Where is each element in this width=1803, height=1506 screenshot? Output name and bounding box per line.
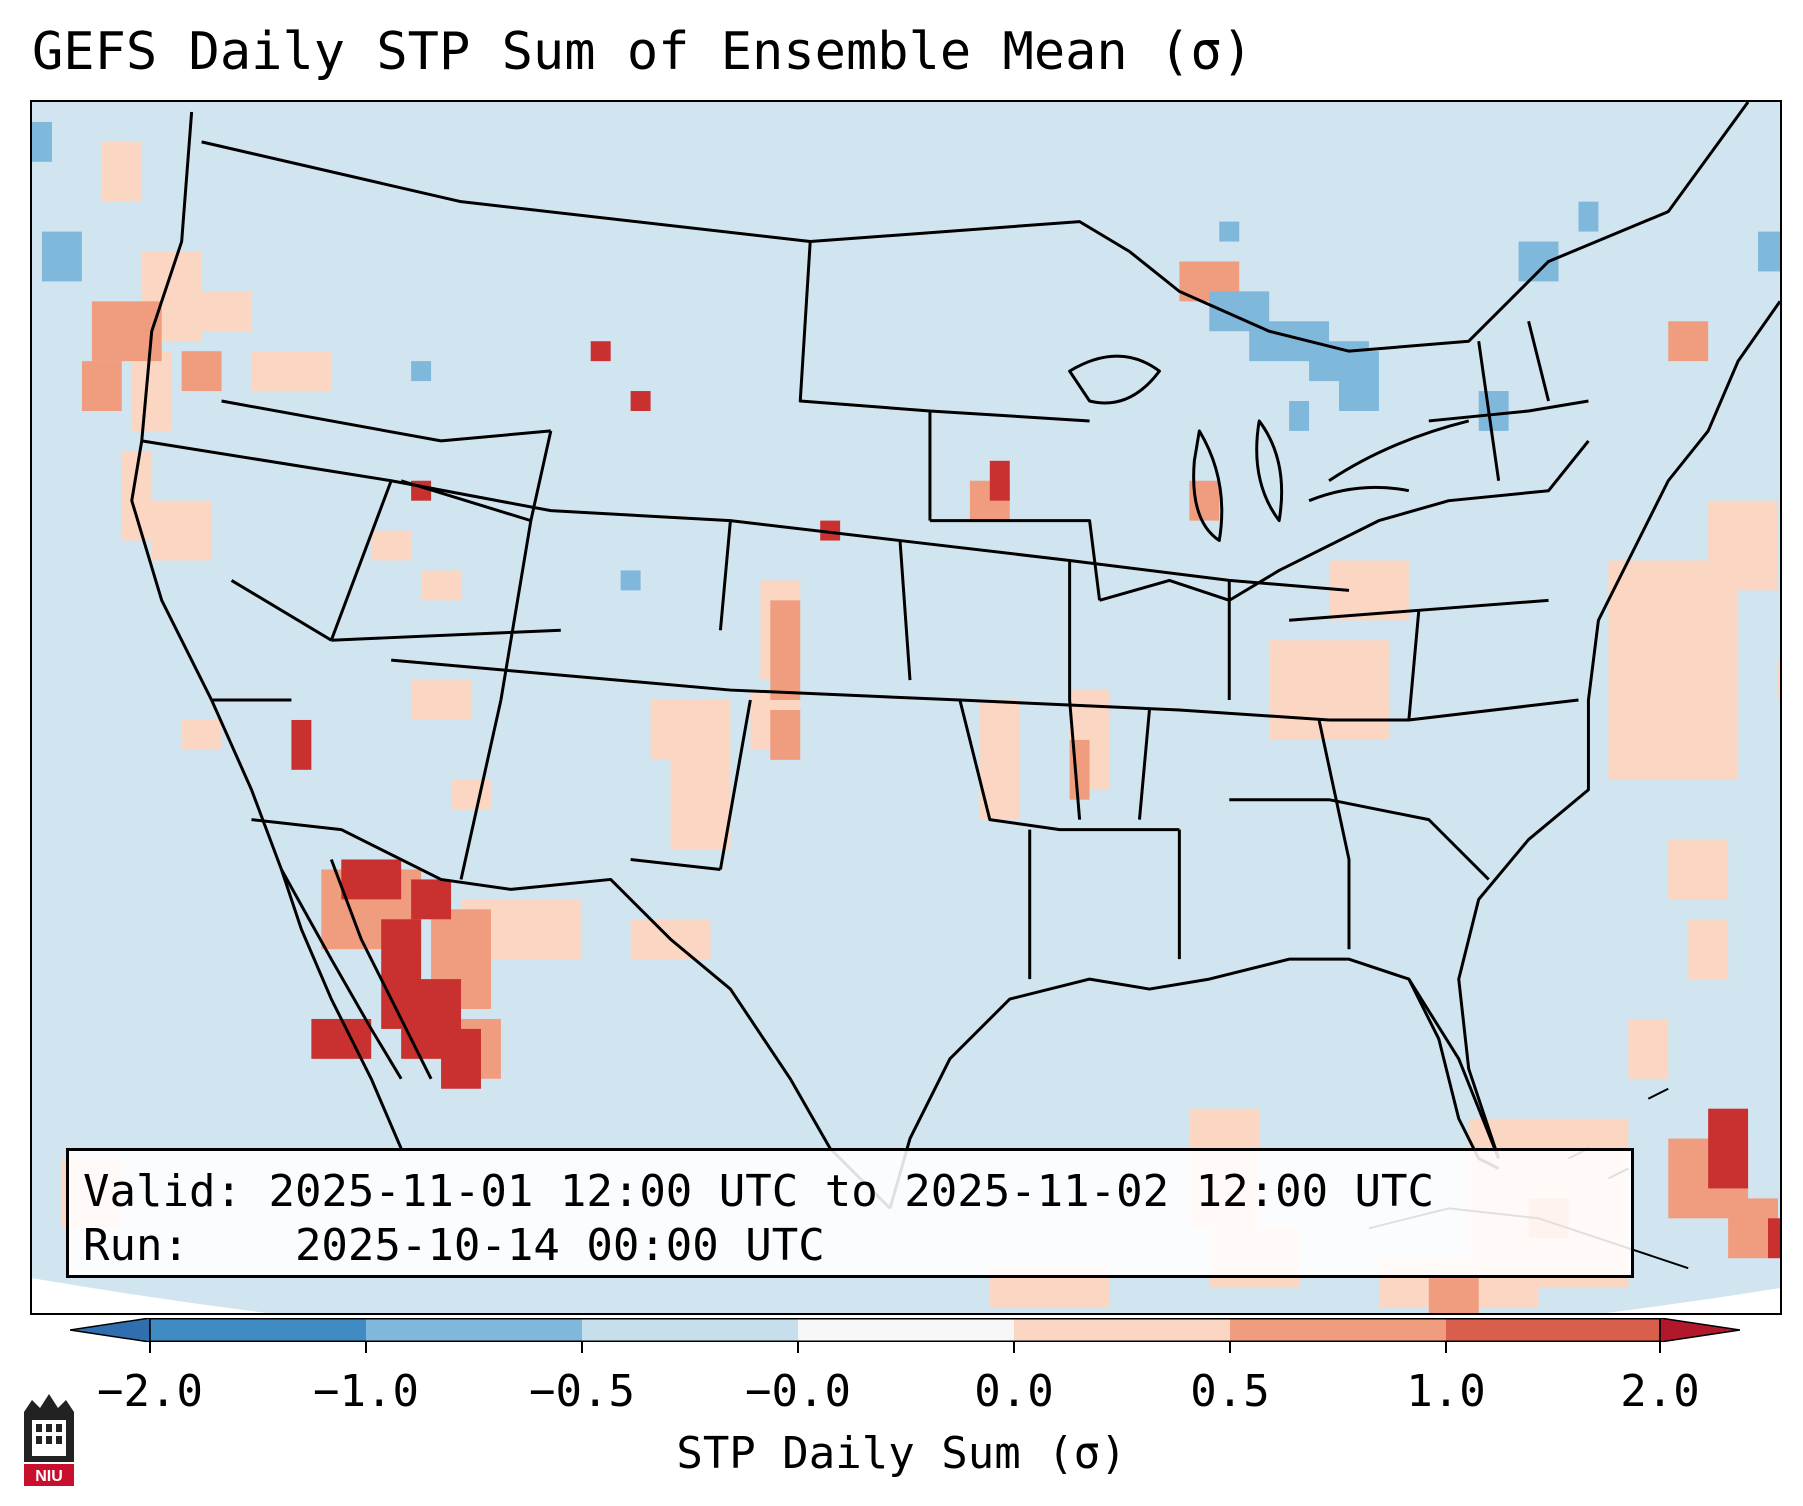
colorbar-bin-7 bbox=[1446, 1318, 1660, 1342]
anomaly-negative-cells bbox=[32, 121, 1780, 591]
run-label: Run: bbox=[83, 1220, 189, 1271]
colorbar-graphic bbox=[70, 1318, 1740, 1342]
state-lines-east bbox=[1228, 320, 1590, 722]
great-lakes bbox=[1068, 354, 1470, 543]
tick-mark bbox=[797, 1341, 799, 1353]
run-time: 2025-10-14 00:00 UTC bbox=[294, 1220, 825, 1271]
baja-california bbox=[280, 858, 433, 1080]
tick-mark bbox=[365, 1341, 367, 1353]
colorbar-under-arrow bbox=[70, 1318, 151, 1342]
map-panel bbox=[30, 100, 1782, 1315]
tick-mark bbox=[149, 1341, 151, 1353]
valid-time-range: 2025-11-01 12:00 UTC to 2025-11-02 12:00… bbox=[268, 1166, 1435, 1217]
colorbar-over-arrow bbox=[1659, 1318, 1740, 1342]
state-lines-central bbox=[798, 241, 1490, 980]
colorbar-bin-6 bbox=[1230, 1318, 1446, 1342]
colorbar-bin-5 bbox=[1014, 1318, 1230, 1342]
valid-run-info-box: Valid: 2025-11-01 12:00 UTC to 2025-11-0… bbox=[66, 1148, 1634, 1278]
niu-logo: NIU bbox=[24, 1394, 74, 1486]
tick-label: −0.5 bbox=[529, 1366, 635, 1417]
logo-text: NIU bbox=[35, 1468, 63, 1485]
anomaly-strong-cells bbox=[291, 341, 1780, 1259]
colorbar-bin-4 bbox=[798, 1318, 1014, 1342]
colorbar bbox=[70, 1318, 1740, 1342]
tick-label: −2.0 bbox=[97, 1366, 203, 1417]
figure-title: GEFS Daily STP Sum of Ensemble Mean (σ) bbox=[32, 22, 1253, 82]
mexico-border bbox=[251, 818, 892, 1210]
tick-label: −0.0 bbox=[745, 1366, 851, 1417]
colorbar-bin-1 bbox=[150, 1318, 366, 1342]
atlantic-coast bbox=[1457, 300, 1780, 1159]
colorbar-bin-2 bbox=[366, 1318, 582, 1342]
tick-mark bbox=[1659, 1341, 1661, 1353]
tick-label: 1.0 bbox=[1406, 1366, 1486, 1417]
colorbar-label: STP Daily Sum (σ) bbox=[676, 1428, 1127, 1479]
state-lines-west bbox=[141, 399, 1350, 880]
tick-label: 0.0 bbox=[974, 1366, 1054, 1417]
tick-mark bbox=[581, 1341, 583, 1353]
valid-label: Valid: bbox=[83, 1166, 242, 1217]
tick-label: 0.5 bbox=[1190, 1366, 1270, 1417]
canada-border bbox=[201, 102, 1750, 353]
tick-label: 2.0 bbox=[1620, 1366, 1700, 1417]
tick-mark bbox=[1445, 1341, 1447, 1353]
colorbar-bin-3 bbox=[582, 1318, 798, 1342]
map-canvas bbox=[32, 102, 1780, 1313]
tick-mark bbox=[1229, 1341, 1231, 1353]
tick-mark bbox=[1013, 1341, 1015, 1353]
tick-label: −1.0 bbox=[313, 1366, 419, 1417]
